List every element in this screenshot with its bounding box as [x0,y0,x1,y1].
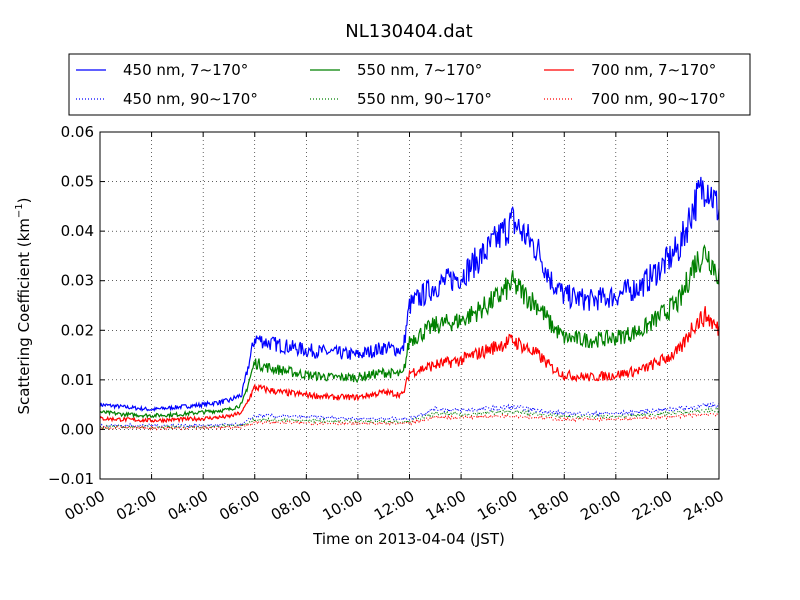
x-tick-label: 10:00 [319,487,365,524]
x-tick-label: 18:00 [526,487,572,524]
x-tick-label: 06:00 [216,487,262,524]
y-axis-label-sup: −1 [14,203,25,218]
legend-label-2: 550 nm, 7∼170° [357,61,482,79]
y-tick-label: −0.01 [48,470,94,488]
x-tick-label: 02:00 [113,487,159,524]
x-tick-label: 04:00 [165,487,211,524]
axis-ticks: −0.01 0.00 0.01 0.02 0.03 0.04 0.05 0.06 00:00 02… [48,123,727,524]
x-tick-label: 00:00 [62,487,108,524]
x-tick-label: 14:00 [423,487,469,524]
series-line-4 [99,402,720,429]
series-line-6 [99,412,720,432]
legend-label-6: 700 nm, 90∼170° [591,90,726,108]
y-axis-label-main: Scattering Coefficient (km [15,218,33,414]
legend-label-3: 700 nm, 7∼170° [591,61,716,79]
x-tick-label: 20:00 [577,487,623,524]
series-layer [99,176,720,432]
x-tick-label: 22:00 [629,487,675,524]
y-tick-label: 0.01 [61,371,94,389]
x-tick-label: 24:00 [681,487,727,524]
x-tick-label: 16:00 [474,487,520,524]
legend: 450 nm, 7∼170° 550 nm, 7∼170° 700 nm, 7∼17… [68,53,751,116]
legend-box [68,53,751,116]
y-tick-label: 0.02 [61,321,94,339]
series-line-2 [99,244,720,419]
legend-label-4: 450 nm, 90∼170° [123,90,258,108]
legend-label-1: 450 nm, 7∼170° [123,61,248,79]
y-tick-label: 0.04 [61,222,94,240]
y-tick-label: 0.00 [61,420,94,438]
x-tick-label: 12:00 [371,487,417,524]
y-axis-label-end: ) [15,197,33,203]
x-tick-label: 08:00 [268,487,314,524]
series-line-3 [99,306,720,424]
y-tick-label: 0.03 [61,272,94,290]
chart-title: NL130404.dat [345,21,472,42]
y-axis-label: Scattering Coefficient (km−1) [14,197,33,414]
y-tick-label: 0.05 [61,173,94,191]
x-axis-label: Time on 2013-04-04 (JST) [312,530,505,548]
legend-label-5: 550 nm, 90∼170° [357,90,492,108]
y-tick-label: 0.06 [61,123,94,141]
series-line-1 [99,176,720,412]
